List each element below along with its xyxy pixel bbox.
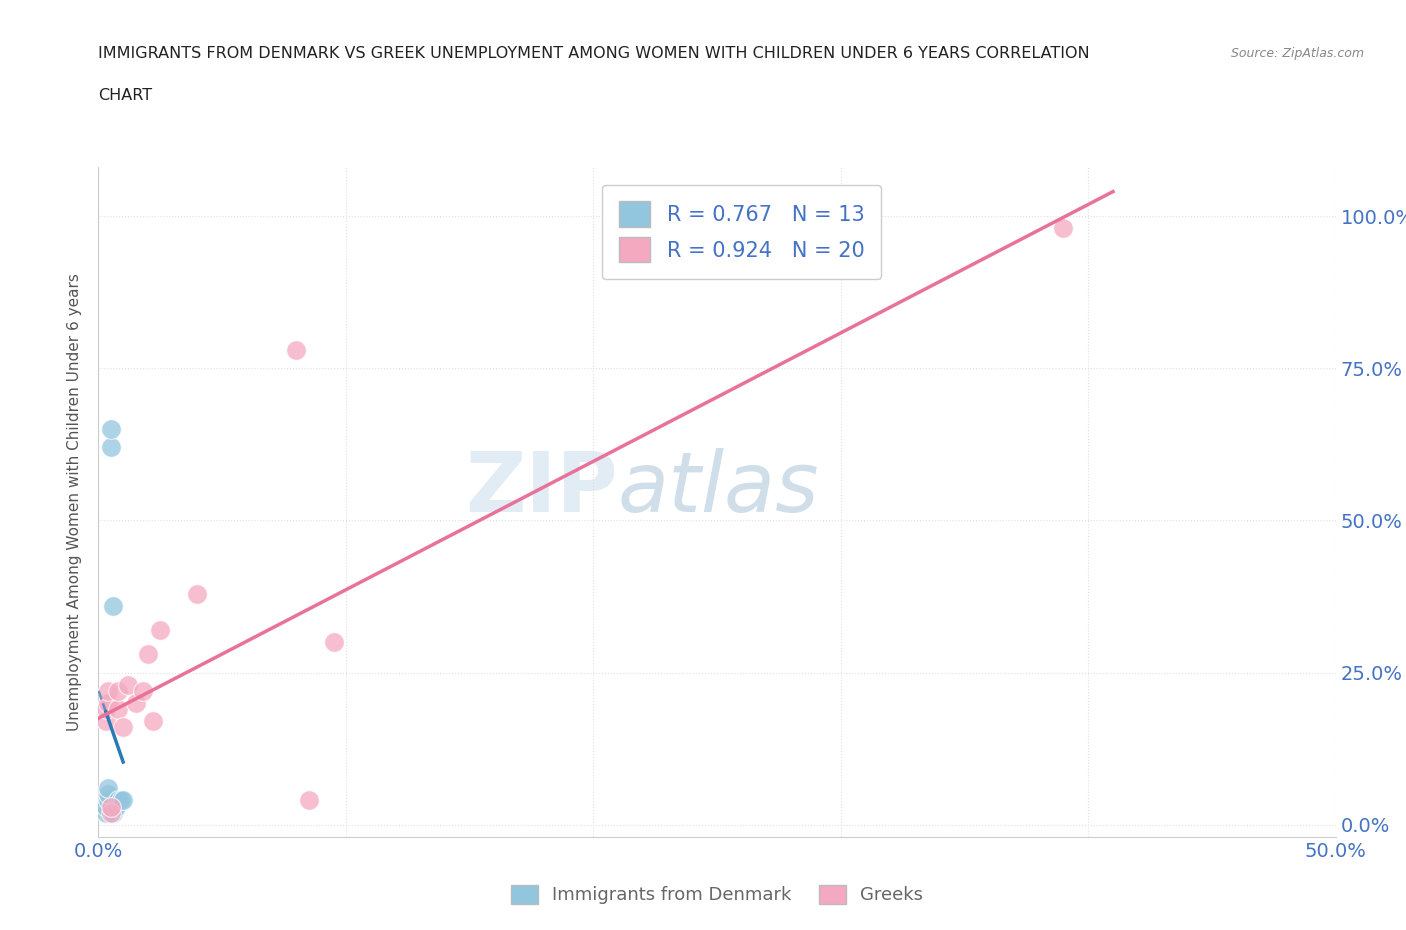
Point (97, 696, 120, 711)
Point (104, 799, 127, 814)
Point (100, 440, 122, 455)
Point (112, 720, 135, 735)
Point (142, 714, 165, 729)
Point (100, 799, 122, 814)
Point (94, 702, 117, 717)
Legend: R = 0.767   N = 13, R = 0.924   N = 20: R = 0.767 N = 13, R = 0.924 N = 20 (602, 184, 882, 279)
Point (117, 677, 139, 692)
Point (100, 421, 122, 436)
Point (103, 805, 125, 820)
Point (94, 714, 117, 729)
Text: Source: ZipAtlas.com: Source: ZipAtlas.com (1230, 46, 1364, 60)
Point (103, 598, 125, 613)
Point (1052, 220, 1074, 235)
Point (97, 787, 120, 802)
Point (186, 586, 208, 601)
Text: CHART: CHART (98, 88, 152, 103)
Point (112, 793, 135, 808)
Point (100, 805, 122, 820)
Point (107, 793, 129, 808)
Point (97, 793, 120, 808)
Point (149, 622, 172, 637)
Point (97, 781, 120, 796)
Point (110, 793, 132, 808)
Text: IMMIGRANTS FROM DENMARK VS GREEK UNEMPLOYMENT AMONG WOMEN WITH CHILDREN UNDER 6 : IMMIGRANTS FROM DENMARK VS GREEK UNEMPLO… (98, 46, 1090, 61)
Point (322, 635, 344, 650)
Point (285, 342, 308, 357)
Point (298, 793, 321, 808)
Point (107, 702, 129, 717)
Point (124, 696, 146, 711)
Text: atlas: atlas (619, 448, 820, 529)
Point (97, 684, 120, 698)
Point (132, 684, 155, 698)
Text: ZIP: ZIP (465, 448, 619, 529)
Point (94, 799, 117, 814)
Point (136, 647, 159, 662)
Legend: Immigrants from Denmark, Greeks: Immigrants from Denmark, Greeks (503, 877, 931, 911)
Point (94, 805, 117, 820)
Y-axis label: Unemployment Among Women with Children Under 6 years: Unemployment Among Women with Children U… (67, 273, 83, 731)
Point (107, 684, 129, 698)
